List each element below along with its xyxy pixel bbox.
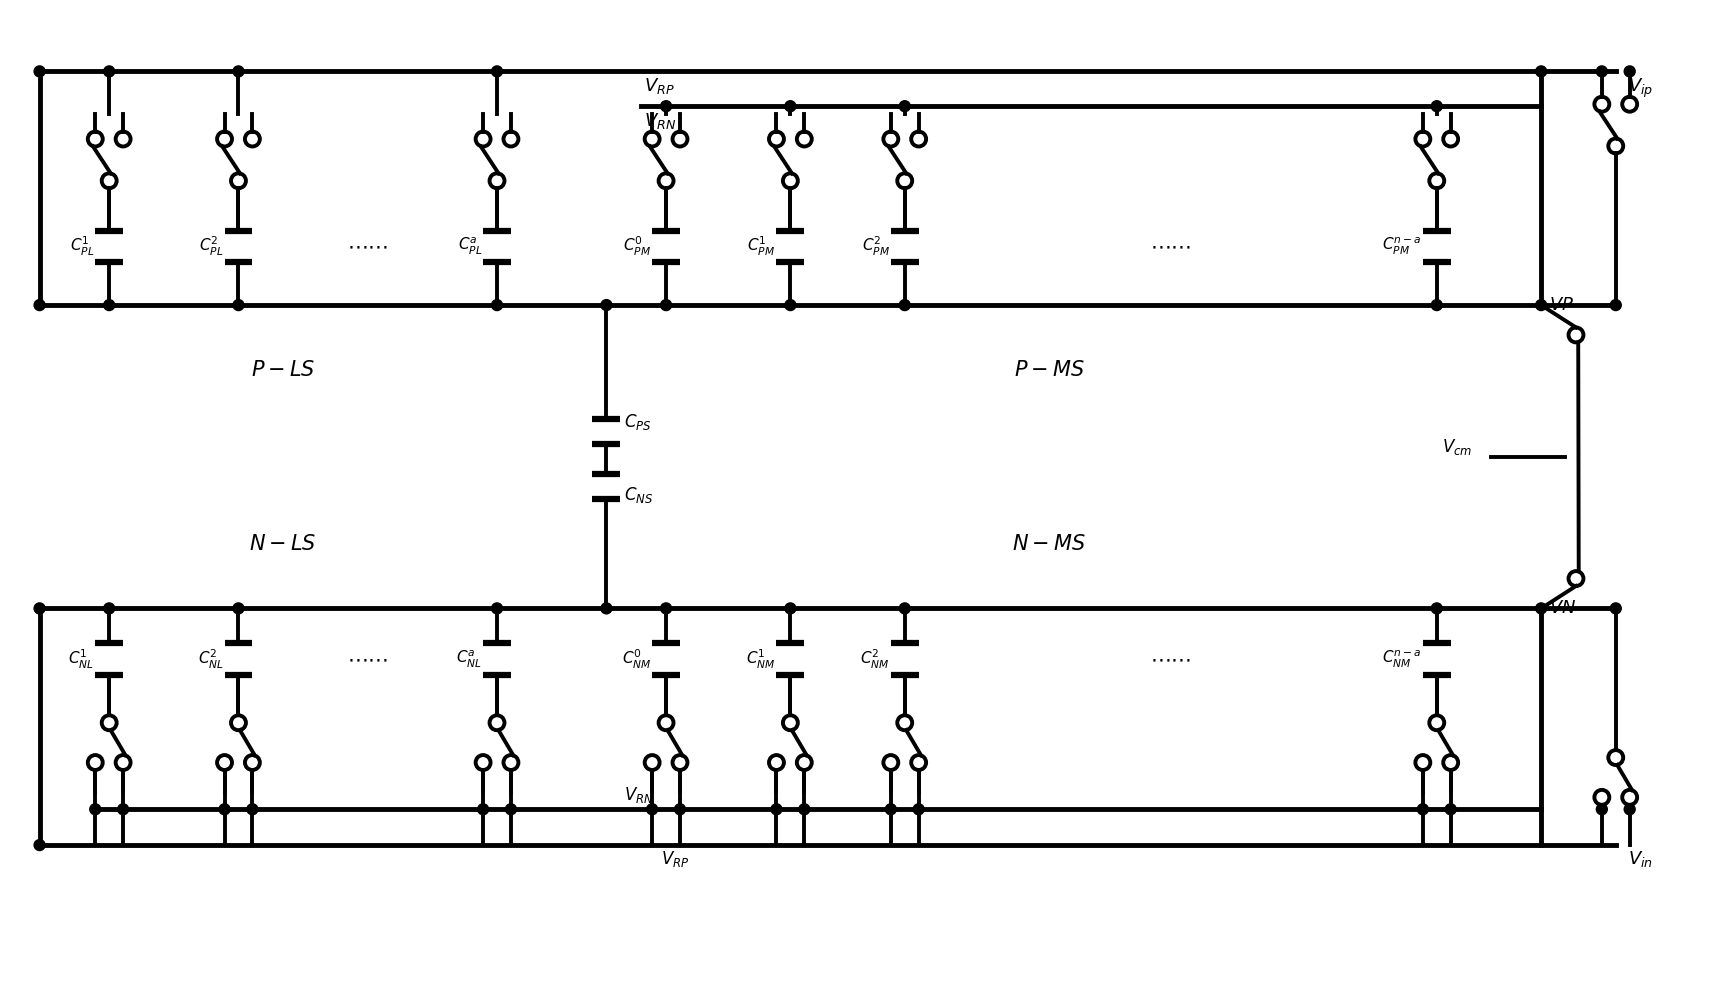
Circle shape	[899, 603, 909, 613]
Circle shape	[1610, 300, 1622, 311]
Circle shape	[800, 804, 810, 815]
Circle shape	[601, 603, 613, 613]
Text: $V_{RP}$: $V_{RP}$	[661, 849, 690, 869]
Text: $C_{PL}^{2}$: $C_{PL}^{2}$	[199, 235, 223, 258]
Circle shape	[661, 603, 671, 613]
Circle shape	[491, 66, 503, 77]
Text: $V_{in}$: $V_{in}$	[1628, 849, 1653, 869]
Circle shape	[885, 804, 896, 815]
Text: $C_{PL}^{1}$: $C_{PL}^{1}$	[70, 235, 94, 258]
Circle shape	[491, 603, 503, 613]
Text: $P-LS$: $P-LS$	[251, 360, 316, 380]
Circle shape	[506, 804, 517, 815]
Text: $V_{RN}$: $V_{RN}$	[644, 111, 676, 131]
Circle shape	[1596, 66, 1608, 77]
Circle shape	[247, 804, 257, 815]
Text: $C_{NL}^{2}$: $C_{NL}^{2}$	[197, 647, 223, 670]
Text: $\cdots\cdots$: $\cdots\cdots$	[347, 237, 388, 257]
Text: $V_{cm}$: $V_{cm}$	[1441, 437, 1472, 457]
Circle shape	[233, 66, 244, 77]
Text: $C_{NS}$: $C_{NS}$	[625, 485, 654, 504]
Text: $\cdots\cdots$: $\cdots\cdots$	[1150, 237, 1191, 257]
Text: $P-MS$: $P-MS$	[1014, 360, 1085, 380]
Circle shape	[784, 603, 796, 613]
Text: $V_{RP}$: $V_{RP}$	[644, 76, 674, 96]
Circle shape	[103, 603, 115, 613]
Circle shape	[477, 804, 489, 815]
Circle shape	[34, 66, 45, 77]
Circle shape	[913, 804, 925, 815]
Text: $C_{NM}^{1}$: $C_{NM}^{1}$	[746, 647, 776, 670]
Circle shape	[1536, 300, 1546, 311]
Text: $C_{PM}^{n-a}$: $C_{PM}^{n-a}$	[1383, 236, 1423, 257]
Circle shape	[601, 300, 613, 311]
Text: $V_{RN}$: $V_{RN}$	[625, 785, 654, 805]
Circle shape	[784, 300, 796, 311]
Circle shape	[34, 839, 45, 850]
Circle shape	[1445, 804, 1457, 815]
Circle shape	[1536, 66, 1546, 77]
Text: $\cdots\cdots$: $\cdots\cdots$	[1150, 649, 1191, 669]
Text: $N-LS$: $N-LS$	[249, 533, 317, 553]
Circle shape	[1431, 300, 1441, 311]
Circle shape	[1431, 603, 1441, 613]
Circle shape	[647, 804, 657, 815]
Text: $C_{NM}^{2}$: $C_{NM}^{2}$	[860, 647, 891, 670]
Text: $C_{PS}$: $C_{PS}$	[625, 412, 652, 432]
Circle shape	[118, 804, 129, 815]
Text: $C_{NL}^{a}$: $C_{NL}^{a}$	[456, 648, 482, 669]
Text: $N-MS$: $N-MS$	[1012, 533, 1086, 553]
Circle shape	[89, 804, 101, 815]
Circle shape	[34, 603, 45, 613]
Circle shape	[220, 804, 230, 815]
Circle shape	[233, 603, 244, 613]
Text: $C_{PM}^{2}$: $C_{PM}^{2}$	[861, 235, 891, 258]
Circle shape	[1625, 804, 1635, 815]
Circle shape	[1596, 804, 1608, 815]
Circle shape	[34, 300, 45, 311]
Circle shape	[1625, 66, 1635, 77]
Text: $C_{NM}^{0}$: $C_{NM}^{0}$	[621, 647, 650, 670]
Circle shape	[899, 101, 909, 112]
Text: $\cdots\cdots$: $\cdots\cdots$	[347, 649, 388, 669]
Circle shape	[103, 66, 115, 77]
Circle shape	[661, 300, 671, 311]
Circle shape	[1431, 101, 1441, 112]
Circle shape	[770, 804, 782, 815]
Text: $VN$: $VN$	[1550, 599, 1577, 617]
Circle shape	[233, 300, 244, 311]
Circle shape	[1610, 603, 1622, 613]
Circle shape	[1417, 804, 1428, 815]
Text: $V_{ip}$: $V_{ip}$	[1628, 76, 1653, 100]
Text: $C_{NM}^{n-a}$: $C_{NM}^{n-a}$	[1383, 648, 1423, 669]
Circle shape	[491, 300, 503, 311]
Text: $C_{PM}^{1}$: $C_{PM}^{1}$	[748, 235, 776, 258]
Text: $C_{PM}^{0}$: $C_{PM}^{0}$	[623, 235, 650, 258]
Circle shape	[674, 804, 685, 815]
Text: $VP$: $VP$	[1550, 296, 1574, 314]
Circle shape	[103, 300, 115, 311]
Circle shape	[899, 300, 909, 311]
Circle shape	[661, 101, 671, 112]
Text: $C_{NL}^{1}$: $C_{NL}^{1}$	[69, 647, 94, 670]
Text: $C_{PL}^{a}$: $C_{PL}^{a}$	[458, 236, 482, 257]
Circle shape	[1536, 603, 1546, 613]
Circle shape	[784, 101, 796, 112]
